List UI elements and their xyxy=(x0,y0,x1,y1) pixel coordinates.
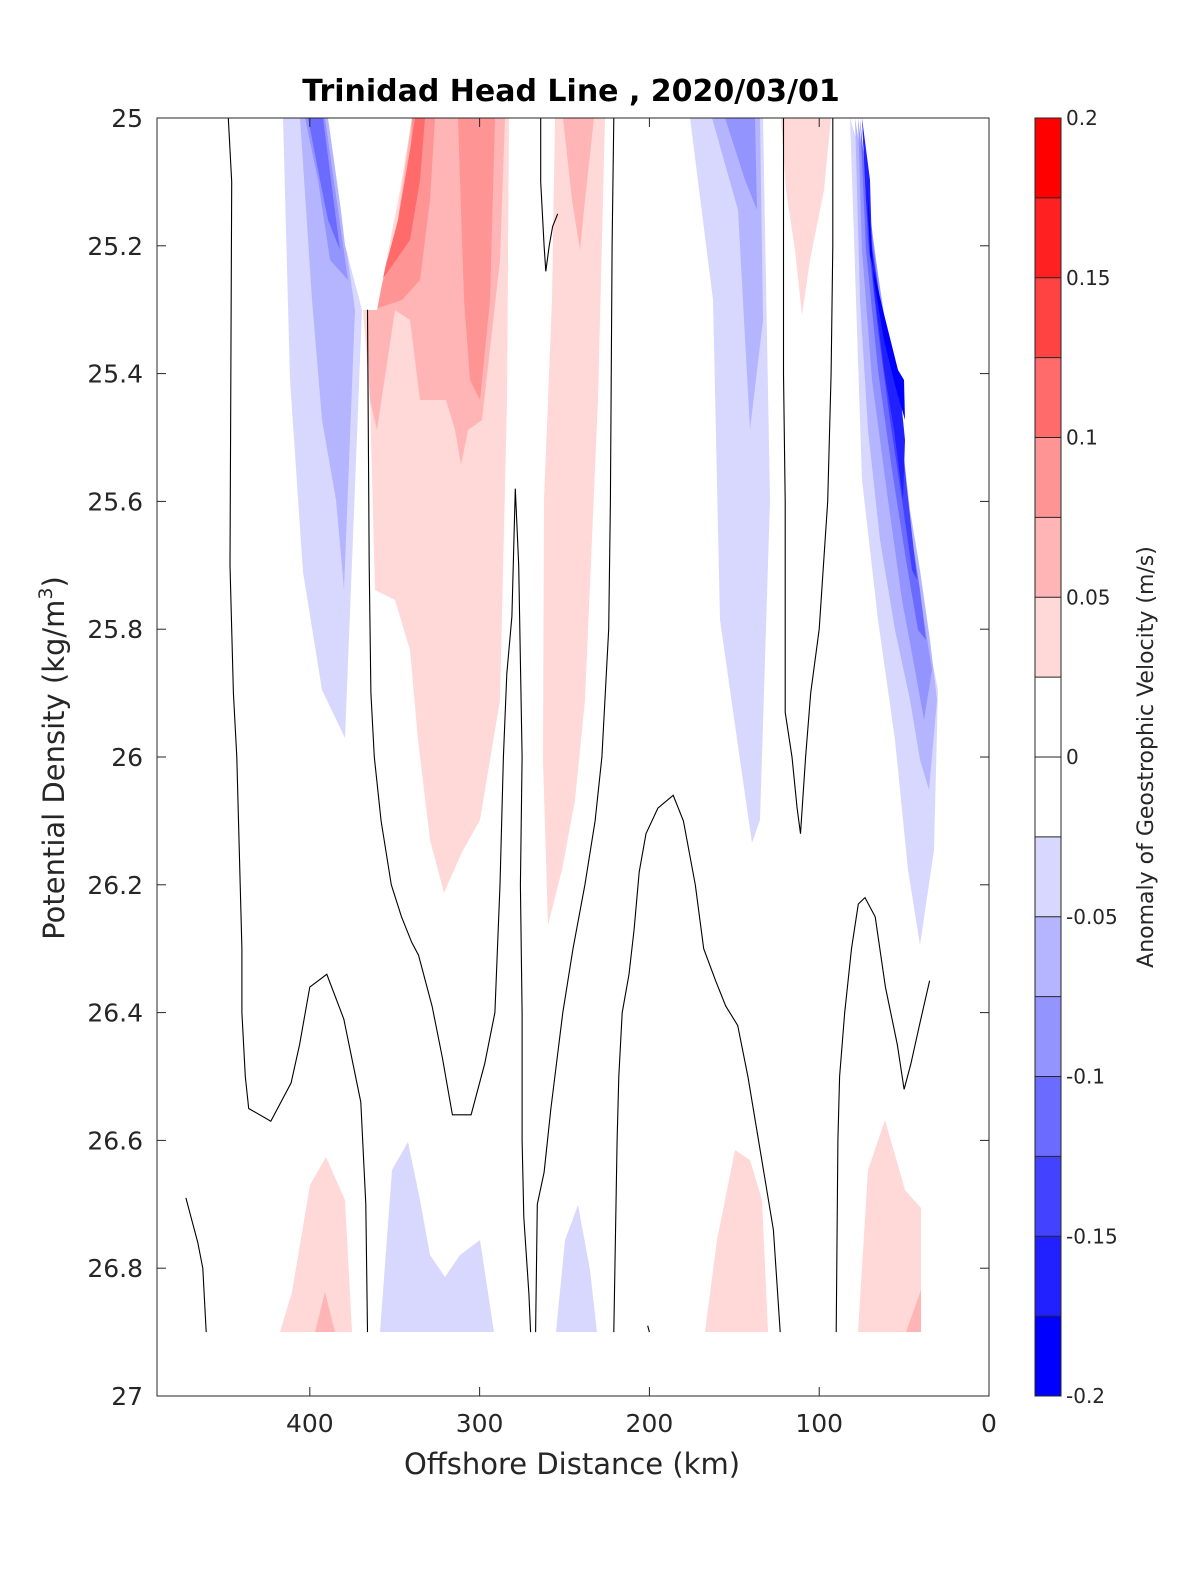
colorbar-band xyxy=(1035,437,1061,518)
neg-region-a4 xyxy=(308,118,340,250)
x-tick-label: 200 xyxy=(626,1409,674,1438)
pos-region-d4 xyxy=(858,1120,921,1332)
neg-region-d2 xyxy=(556,1205,597,1332)
colorbar-tick-label: -0.2 xyxy=(1066,1384,1105,1408)
colorbar-tick-label: -0.1 xyxy=(1066,1065,1105,1089)
zero-contour-6 xyxy=(647,1325,650,1333)
colorbar-band xyxy=(1035,677,1061,757)
neg-region-b3 xyxy=(725,118,757,210)
colorbar-band xyxy=(1035,118,1061,198)
zero-contour-1 xyxy=(227,117,369,1333)
colorbar-band xyxy=(1035,916,1061,997)
colorbar: 0.2 0.15 0.1 0.05 0 -0.05 -0.1 -0.15 -0.2 Anomal… xyxy=(1034,106,1159,1408)
colorbar-band xyxy=(1035,517,1061,598)
colorbar-band xyxy=(1035,357,1061,438)
y-tick-label: 26.2 xyxy=(87,871,143,900)
y-tick-label: 26.4 xyxy=(87,999,143,1028)
colorbar-band xyxy=(1035,1156,1061,1237)
zero-contour-4 xyxy=(535,117,615,1333)
colorbar-band xyxy=(1035,197,1061,278)
y-tick-label: 26.6 xyxy=(87,1126,143,1155)
y-tick-label: 25.2 xyxy=(87,232,143,261)
neg-region-d1 xyxy=(380,1142,494,1332)
pos-region-a5 xyxy=(458,118,495,400)
pos-region-d2 xyxy=(315,1292,335,1332)
y-tick-label: 26.8 xyxy=(87,1254,143,1283)
colorbar-band xyxy=(1035,1316,1061,1396)
neg-region-c7 xyxy=(867,182,905,420)
pos-region-d3 xyxy=(705,1150,768,1332)
zero-contour-2 xyxy=(366,309,532,1333)
colorbar-band xyxy=(1035,996,1061,1077)
pos-region-c1 xyxy=(781,118,831,315)
colorbar-tick-label: -0.15 xyxy=(1066,1224,1118,1248)
y-axis-label-close: ) xyxy=(37,576,71,587)
zero-contour-3 xyxy=(540,118,559,272)
pos-region-b2 xyxy=(563,118,594,250)
y-tick-label: 27 xyxy=(111,1382,143,1411)
y-tick-label: 25 xyxy=(111,104,143,133)
y-tick-label: 25.6 xyxy=(87,487,143,516)
colorbar-tick-label: -0.05 xyxy=(1066,905,1118,929)
colorbar-tick-label: 0 xyxy=(1066,745,1079,769)
colorbar-band xyxy=(1035,277,1061,358)
pos-region-a4 xyxy=(382,118,425,280)
pos-region-d1 xyxy=(280,1157,352,1332)
colorbar-tick-label: 0.05 xyxy=(1066,585,1111,609)
pos-region-d5 xyxy=(906,1290,921,1332)
zero-contour-9 xyxy=(185,1197,207,1333)
x-tick-label: 400 xyxy=(286,1409,334,1438)
velocity-fills xyxy=(280,118,938,1332)
x-axis-label: Offshore Distance (km) xyxy=(404,1447,740,1481)
colorbar-label: Anomaly of Geostrophic Velocity (m/s) xyxy=(1134,546,1159,968)
colorbar-band xyxy=(1035,597,1061,678)
y-tick-label: 26 xyxy=(111,743,143,772)
colorbar-tick-label: 0.1 xyxy=(1066,426,1098,450)
y-axis-label-main: Potential Density (kg/m xyxy=(37,600,71,940)
colorbar-band xyxy=(1035,836,1061,917)
neg-region-b2 xyxy=(712,118,763,430)
neg-region-c4 xyxy=(860,118,926,640)
plot-area xyxy=(156,117,990,1397)
y-tick-labels: 25 25.2 25.4 25.6 25.8 26 26.2 26.4 26.6 26.8 27 xyxy=(87,104,143,1411)
y-tick-label: 25.4 xyxy=(87,360,143,389)
colorbar-band xyxy=(1035,1076,1061,1157)
x-tick-labels: 400 300 200 100 0 xyxy=(286,1409,997,1438)
colorbar-tick-label: 0.15 xyxy=(1066,266,1111,290)
colorbar-bands xyxy=(1035,118,1061,1396)
zero-contour-5 xyxy=(613,794,781,1333)
x-tick-label: 300 xyxy=(456,1409,504,1438)
pos-region-b1 xyxy=(543,118,605,925)
y-tick-label: 25.8 xyxy=(87,615,143,644)
x-tick-label: 0 xyxy=(981,1409,997,1438)
y-axis-label: Potential Density (kg/m3) xyxy=(35,576,71,940)
zero-contour-8 xyxy=(835,896,931,1333)
colorbar-band xyxy=(1035,757,1061,837)
zero-contours xyxy=(185,117,931,1333)
axis-ticks xyxy=(157,117,990,1397)
colorbar-ticks: 0.2 0.15 0.1 0.05 0 -0.05 -0.1 -0.15 -0.2 xyxy=(1035,106,1118,1408)
colorbar-band xyxy=(1035,1236,1061,1317)
neg-region-c6 xyxy=(862,118,905,500)
void-region xyxy=(330,118,410,310)
x-tick-label: 100 xyxy=(795,1409,843,1438)
zero-contour-7 xyxy=(782,118,834,834)
y-axis-label-sup: 3 xyxy=(35,587,57,599)
chart-title: Trinidad Head Line , 2020/03/01 xyxy=(302,74,839,109)
colorbar-tick-label: 0.2 xyxy=(1066,106,1098,130)
